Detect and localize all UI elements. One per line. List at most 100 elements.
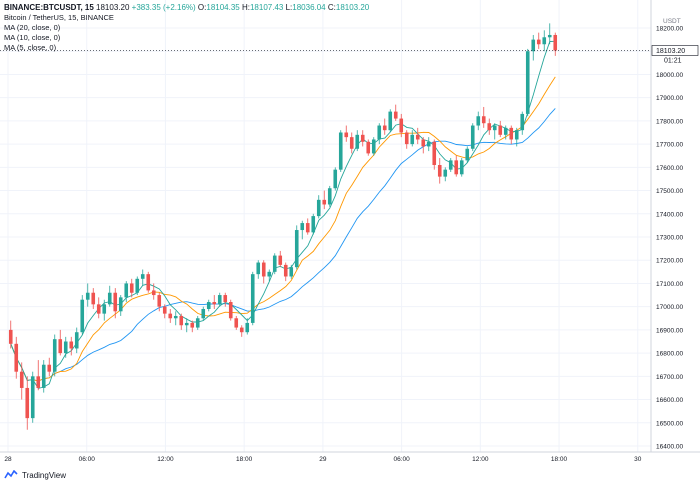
candle bbox=[179, 313, 184, 330]
candle bbox=[113, 288, 118, 319]
candle-body bbox=[311, 216, 316, 233]
candle-body bbox=[168, 313, 173, 319]
candle bbox=[536, 32, 541, 49]
price-tick-label: 16600.00 bbox=[656, 397, 683, 404]
candle bbox=[212, 295, 217, 309]
candle-body bbox=[465, 148, 470, 161]
candle-body bbox=[426, 141, 431, 147]
price-tag-box bbox=[651, 45, 699, 56]
candle-body bbox=[129, 283, 134, 293]
candle bbox=[140, 269, 145, 286]
candle bbox=[41, 360, 46, 393]
candle bbox=[135, 276, 140, 296]
candle bbox=[124, 281, 129, 303]
time-tick-label: 18:00 bbox=[551, 456, 568, 463]
candle-body bbox=[118, 297, 123, 312]
countdown-text: 01:21 bbox=[664, 57, 682, 64]
time-tick-label: 28 bbox=[4, 456, 12, 463]
candle-body bbox=[217, 295, 222, 305]
candle bbox=[58, 329, 63, 356]
candle-body bbox=[14, 343, 19, 372]
tradingview-logo-icon bbox=[4, 470, 18, 479]
candle-body bbox=[234, 318, 239, 328]
candle-body bbox=[146, 274, 151, 291]
candle bbox=[36, 360, 41, 391]
candle-body bbox=[366, 141, 371, 154]
candle-body bbox=[536, 39, 541, 45]
candle bbox=[69, 336, 74, 356]
high-value: 18107.43 bbox=[249, 3, 284, 12]
candle-body bbox=[36, 376, 41, 388]
candle-body bbox=[459, 160, 464, 175]
candle bbox=[503, 125, 508, 140]
candle-body bbox=[201, 308, 206, 319]
candle bbox=[74, 327, 79, 354]
price-tick-label: 17500.00 bbox=[656, 188, 683, 195]
candle bbox=[305, 218, 310, 235]
candle-body bbox=[30, 376, 35, 419]
candle bbox=[470, 123, 475, 152]
candle-body bbox=[344, 132, 349, 138]
candle-body bbox=[470, 125, 475, 149]
candle bbox=[267, 269, 272, 282]
candle-body bbox=[338, 132, 343, 170]
candle bbox=[525, 48, 530, 117]
candle-body bbox=[448, 160, 453, 170]
candle-body bbox=[124, 283, 129, 298]
candle-body bbox=[239, 327, 244, 333]
candle-body bbox=[421, 139, 426, 147]
candle bbox=[129, 278, 134, 298]
price-tick-label: 17100.00 bbox=[656, 281, 683, 288]
candle-body bbox=[547, 34, 552, 38]
candle bbox=[553, 32, 558, 56]
candle-body bbox=[509, 127, 514, 140]
candle-body bbox=[349, 137, 354, 149]
candle bbox=[399, 113, 404, 138]
footer-brand[interactable]: TradingView bbox=[4, 470, 66, 480]
candle bbox=[360, 130, 365, 147]
legend-title[interactable]: Bitcoin / TetherUS, 15, BINANCE bbox=[4, 13, 114, 22]
candle bbox=[245, 318, 250, 335]
candle bbox=[52, 334, 57, 377]
candle bbox=[272, 253, 277, 275]
candle-body bbox=[190, 322, 195, 328]
candle-body bbox=[327, 188, 332, 205]
candle-body bbox=[520, 113, 525, 131]
price-tick-label: 18000.00 bbox=[656, 72, 683, 79]
time-tick-label: 12:00 bbox=[472, 456, 489, 463]
candle-body bbox=[289, 267, 294, 277]
candle bbox=[223, 292, 228, 307]
low-label: L: bbox=[285, 3, 293, 12]
currency-label: USDT bbox=[663, 18, 681, 25]
candle-body bbox=[272, 255, 277, 272]
candle-body bbox=[382, 125, 387, 131]
indicator-ma10[interactable]: MA (10, close, 0) bbox=[4, 33, 61, 42]
candle bbox=[465, 146, 470, 163]
open-label: O: bbox=[197, 3, 207, 12]
time-axis[interactable]: 28 06:00 12:00 18:00 29 06:00 12:00 18:00 30 bbox=[4, 456, 641, 463]
indicator-ma5[interactable]: MA (5, close, 0) bbox=[4, 43, 57, 52]
candle bbox=[547, 23, 552, 45]
candle bbox=[481, 106, 486, 128]
candles bbox=[8, 23, 558, 430]
candle-body bbox=[267, 271, 272, 277]
candle-body bbox=[19, 371, 24, 388]
candle-body bbox=[195, 318, 200, 328]
candle bbox=[168, 308, 173, 323]
price-tick-label: 17000.00 bbox=[656, 304, 683, 311]
candle-body bbox=[404, 132, 409, 145]
candle bbox=[382, 118, 387, 135]
candle-body bbox=[316, 199, 321, 217]
candle bbox=[63, 336, 68, 358]
candle-body bbox=[360, 134, 365, 142]
candle-body bbox=[492, 125, 497, 131]
candle-body bbox=[58, 339, 63, 354]
indicator-ma20[interactable]: MA (20, close, 0) bbox=[4, 23, 61, 32]
candle-body bbox=[206, 302, 211, 309]
price-tick-label: 17600.00 bbox=[656, 165, 683, 172]
chart-header: BINANCE:BTCUSDT, 15 18103.20 +383.35 (+2… bbox=[4, 3, 644, 53]
symbol-label[interactable]: BINANCE:BTCUSDT, 15 bbox=[4, 3, 94, 12]
candle-body bbox=[157, 295, 162, 307]
price-tick-label: 16700.00 bbox=[656, 374, 683, 381]
